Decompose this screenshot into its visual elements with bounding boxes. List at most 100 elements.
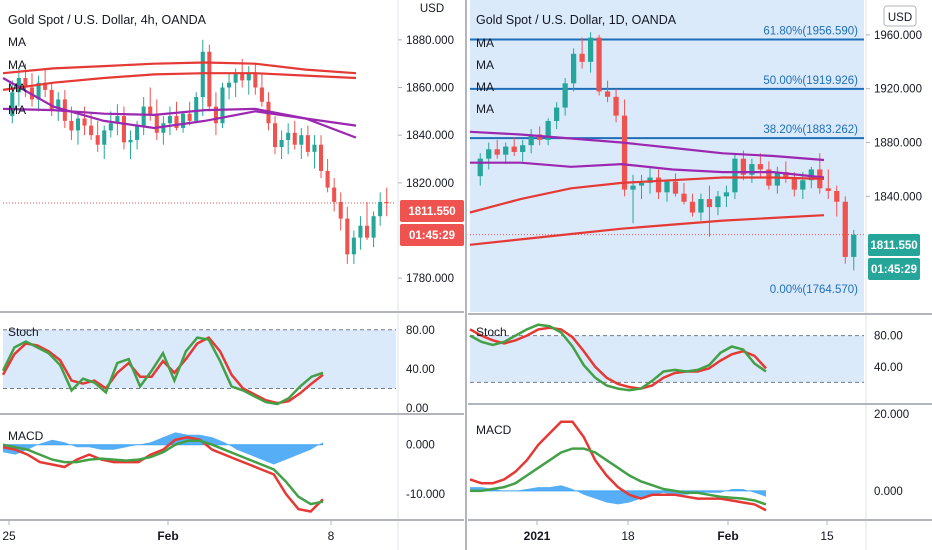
candle-body[interactable] <box>638 182 645 186</box>
candle-body[interactable] <box>351 237 356 255</box>
candle-body[interactable] <box>723 192 730 197</box>
macd-signal-line[interactable] <box>2 439 324 506</box>
candle-body[interactable] <box>851 234 857 257</box>
candle-body[interactable] <box>494 149 500 155</box>
candle-body[interactable] <box>630 185 636 190</box>
stoch-k-line[interactable] <box>469 323 767 392</box>
candle-body[interactable] <box>655 177 662 193</box>
bar-countdown-tag[interactable] <box>868 258 920 280</box>
left-chart-4h[interactable]: Gold Spot / U.S. Dollar, 4h, OANDA MA MA MA… <box>0 0 464 550</box>
candle-body[interactable] <box>115 116 120 124</box>
candle-body[interactable] <box>75 118 81 131</box>
candle-body[interactable] <box>227 82 232 88</box>
candle-body[interactable] <box>621 115 628 190</box>
candle-body[interactable] <box>596 37 602 92</box>
candle-body[interactable] <box>141 106 146 126</box>
candle-body[interactable] <box>154 113 159 133</box>
candle-body[interactable] <box>16 77 21 93</box>
candle-body[interactable] <box>554 107 560 122</box>
candle-body[interactable] <box>23 77 28 88</box>
moving-average-line[interactable] <box>469 176 825 214</box>
candle-body[interactable] <box>715 196 721 208</box>
candle-body[interactable] <box>345 218 350 255</box>
macd-line[interactable] <box>2 436 324 513</box>
candle-body[interactable] <box>732 158 738 193</box>
candle-body[interactable] <box>749 164 755 175</box>
candle-body[interactable] <box>371 216 376 238</box>
candle-body[interactable] <box>579 53 585 62</box>
currency-button[interactable] <box>883 5 917 27</box>
candle-body[interactable] <box>167 116 172 124</box>
candle-body[interactable] <box>213 106 218 124</box>
moving-average-line[interactable] <box>2 61 357 75</box>
candle-body[interactable] <box>740 158 747 175</box>
macd-line[interactable] <box>469 420 767 512</box>
candle-body[interactable] <box>698 199 704 213</box>
candle-body[interactable] <box>148 106 153 114</box>
candle-body[interactable] <box>613 96 619 116</box>
moving-average-line[interactable] <box>469 130 825 162</box>
candle-body[interactable] <box>194 97 199 121</box>
candle-body[interactable] <box>825 188 831 191</box>
candle-body[interactable] <box>570 53 577 84</box>
candle-body[interactable] <box>299 135 304 145</box>
candle-body[interactable] <box>253 73 258 88</box>
candle-body[interactable] <box>808 169 814 181</box>
candle-body[interactable] <box>477 158 483 177</box>
candle-body[interactable] <box>528 134 534 146</box>
candle-body[interactable] <box>325 170 330 188</box>
candle-body[interactable] <box>664 181 670 193</box>
candle-body[interactable] <box>486 149 492 159</box>
macd-signal-line[interactable] <box>470 447 767 506</box>
candle-body[interactable] <box>757 164 764 170</box>
candle-body[interactable] <box>95 135 100 145</box>
candle-body[interactable] <box>791 177 797 190</box>
candle-body[interactable] <box>358 225 363 238</box>
macd-histogram[interactable] <box>3 432 323 465</box>
candle-body[interactable] <box>89 125 94 136</box>
candle-body[interactable] <box>842 201 848 257</box>
candle-body[interactable] <box>279 139 284 148</box>
stoch-k-line[interactable] <box>1 336 324 406</box>
candle-body[interactable] <box>292 132 297 145</box>
candle-body[interactable] <box>511 146 517 152</box>
candle-body[interactable] <box>259 87 264 102</box>
candle-body[interactable] <box>174 116 179 129</box>
candle-body[interactable] <box>774 172 780 186</box>
candle-body[interactable] <box>121 116 126 143</box>
candle-body[interactable] <box>783 172 789 178</box>
candle-body[interactable] <box>562 83 568 108</box>
candle-body[interactable] <box>834 190 840 202</box>
candle-body[interactable] <box>672 181 679 194</box>
candle-body[interactable] <box>36 82 41 100</box>
candle-body[interactable] <box>10 92 15 117</box>
candle-body[interactable] <box>689 201 696 213</box>
candle-body[interactable] <box>318 144 324 171</box>
candle-body[interactable] <box>706 199 713 208</box>
candle-body[interactable] <box>273 123 278 148</box>
stoch-d-line[interactable] <box>1 336 324 405</box>
last-price-tag[interactable] <box>868 234 920 256</box>
candle-body[interactable] <box>312 144 317 152</box>
candle-body[interactable] <box>338 201 343 219</box>
moving-average-line[interactable] <box>2 77 357 130</box>
candle-body[interactable] <box>286 132 291 140</box>
candle-body[interactable] <box>69 120 74 131</box>
candle-body[interactable] <box>545 121 551 140</box>
candle-body[interactable] <box>187 113 192 121</box>
candle-body[interactable] <box>384 201 389 203</box>
candle-body[interactable] <box>207 51 212 107</box>
candle-body[interactable] <box>135 125 140 140</box>
candle-body[interactable] <box>587 37 594 62</box>
candle-body[interactable] <box>161 123 166 133</box>
candle-body[interactable] <box>503 146 509 155</box>
candle-body[interactable] <box>647 177 653 183</box>
candle-body[interactable] <box>800 180 806 190</box>
candle-body[interactable] <box>102 130 107 145</box>
right-chart-1d[interactable]: 61.80%(1956.590) 50.00%(1919.926) 38.20%(1… <box>468 0 932 550</box>
candle-body[interactable] <box>43 82 48 90</box>
candle-body[interactable] <box>49 89 54 109</box>
candle-body[interactable] <box>240 73 245 81</box>
last-price-tag[interactable] <box>400 200 464 222</box>
candle-body[interactable] <box>604 91 611 97</box>
